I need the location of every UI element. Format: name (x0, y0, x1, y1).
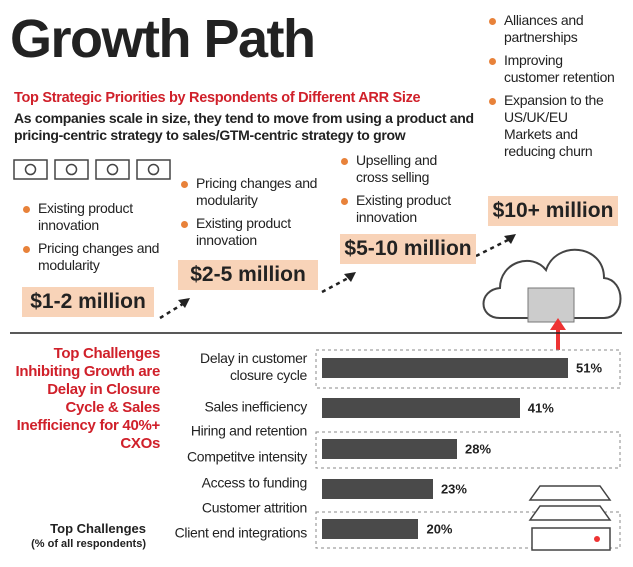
arr-label: $5-10 million (340, 234, 476, 264)
value-label: 20% (426, 521, 453, 537)
subtitle: Top Strategic Priorities by Respondents … (14, 90, 421, 106)
priority-item: Expansion to the US/UK/EU Markets and re… (488, 92, 618, 160)
priority-item: Pricing changes and modularity (180, 175, 320, 209)
chart-subtitle: (% of all respondents) (31, 538, 146, 550)
category-label: Hiring and retention (190, 422, 307, 439)
arr-label: $10+ million (488, 196, 618, 226)
arr-label: $1-2 million (22, 287, 154, 317)
arr-label: $2-5 million (178, 260, 318, 290)
value-label: 41% (527, 400, 554, 416)
value-label: 23% (440, 481, 467, 497)
description: As companies scale in size, they tend to… (14, 110, 474, 143)
arrow-heads (178, 234, 516, 308)
priority-item: Existing product innovation (180, 215, 320, 249)
category-label: Customer attrition (201, 499, 307, 516)
challenge-note: Top Challenges Inhibiting Growth are Del… (15, 345, 160, 452)
bar (322, 398, 520, 418)
priority-item: Alliances and partnerships (488, 12, 618, 46)
cloud-icon (482, 248, 622, 319)
server-icon (528, 485, 612, 551)
chart-title: Top Challenges (50, 521, 146, 536)
priority-item: Upselling and cross selling (340, 152, 470, 186)
category-label: Sales inefficiency (204, 398, 307, 415)
folder-icon (527, 287, 575, 323)
money-icons (13, 159, 171, 180)
title: Growth Path (10, 9, 316, 69)
priority-list: Pricing changes and modularity Existing p… (180, 175, 320, 255)
priority-list: Upselling and cross selling Existing prod… (340, 152, 470, 232)
priority-list: Existing product innovation Pricing chang… (22, 200, 162, 280)
upload-arrow (550, 318, 566, 350)
bar (322, 358, 568, 378)
row-boxes (315, 349, 621, 549)
value-label: 28% (465, 441, 492, 457)
bar (322, 479, 433, 499)
priority-item: Existing product innovation (340, 192, 470, 226)
value-label: 51% (576, 360, 603, 376)
priority-item: Existing product innovation (22, 200, 162, 234)
arrows (159, 236, 513, 320)
category-label: Access to funding (201, 474, 308, 491)
priority-item: Improving customer retention (488, 52, 618, 86)
priority-item: Pricing changes and modularity (22, 240, 162, 274)
bar (322, 519, 419, 539)
category-label: Delay in customer closure cycle (200, 350, 307, 383)
category-label: Competitve intensity (186, 448, 307, 465)
bar (322, 439, 458, 459)
category-label: Client end integrations (174, 524, 308, 541)
priority-list: Alliances and partnerships Improving cust… (488, 12, 618, 166)
